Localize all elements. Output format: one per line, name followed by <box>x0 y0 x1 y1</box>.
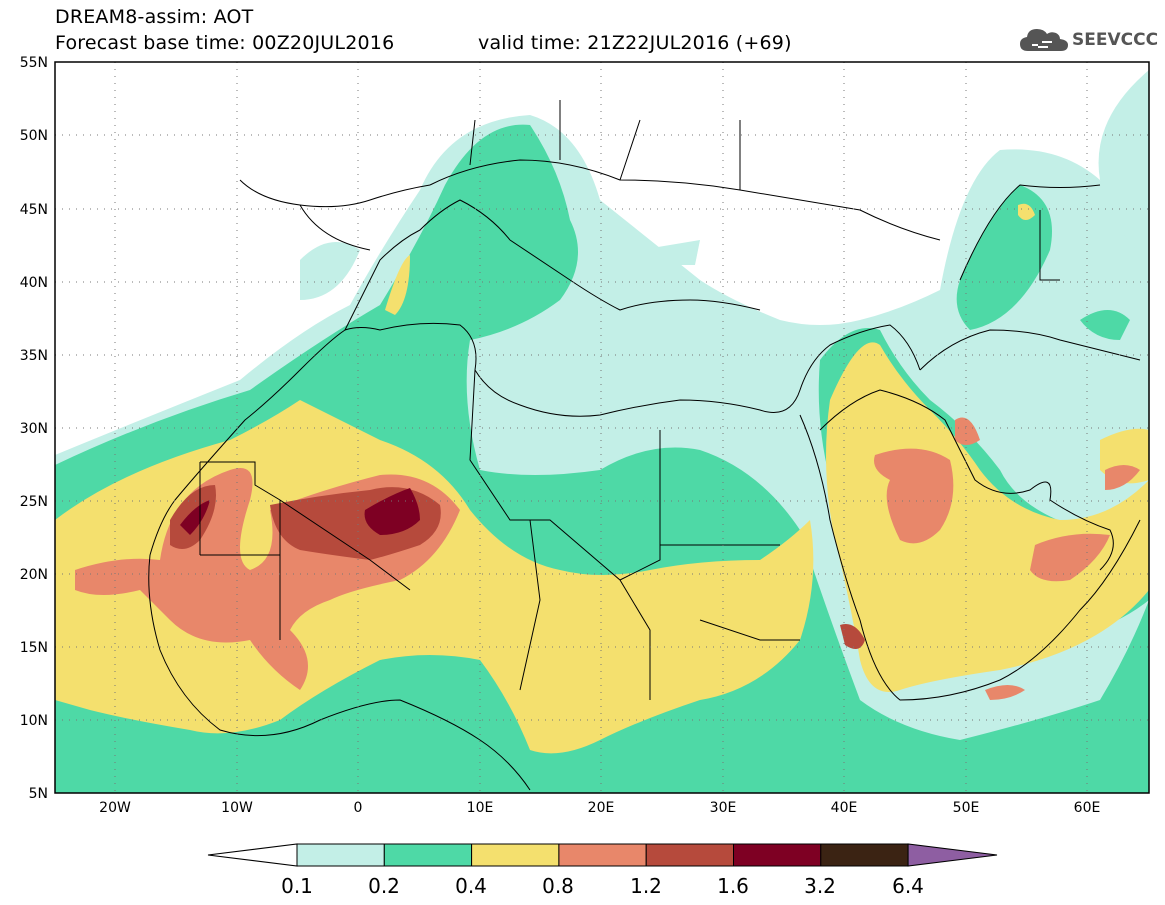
colorbar-label: 0.1 <box>281 874 313 898</box>
lon-label: 0 <box>354 800 363 816</box>
lat-label: 15N <box>20 640 48 656</box>
lon-label: 20E <box>588 800 615 816</box>
colorbar-label: 1.6 <box>717 874 749 898</box>
colorbar-min-arrow <box>207 843 298 867</box>
colorbar-label: 6.4 <box>892 874 924 898</box>
colorbar: 0.1 0.2 0.4 0.8 1.2 1.6 3.2 6.4 <box>207 843 998 898</box>
latitude-labels: 55N 50N 45N 40N 35N 30N 25N 20N 15N 10N … <box>20 55 48 802</box>
lat-label: 40N <box>20 275 48 291</box>
colorbar-swatch <box>820 843 909 867</box>
longitude-labels: 20W 10W 0 10E 20E 30E 40E 50E 60E <box>99 800 1100 816</box>
lat-label: 25N <box>20 494 48 510</box>
colorbar-label: 0.4 <box>455 874 487 898</box>
map-frame <box>54 61 1150 794</box>
lon-label: 20W <box>99 800 131 816</box>
lat-label: 55N <box>20 55 48 71</box>
seevccc-logo: SEEVCCC <box>1018 22 1158 58</box>
lat-label: 5N <box>29 786 48 802</box>
valid-time: valid time: 21Z22JUL2016 (+69) <box>478 32 792 54</box>
coastlines-borders <box>148 100 1141 791</box>
colorbar-swatch <box>471 843 560 867</box>
lat-label: 35N <box>20 348 48 364</box>
colorbar-swatch <box>296 843 385 867</box>
lon-label: 60E <box>1074 800 1101 816</box>
colorbar-label: 1.2 <box>630 874 662 898</box>
lon-label: 30E <box>710 800 737 816</box>
aot-field <box>55 70 1149 793</box>
aot-level-1.6 <box>180 488 420 535</box>
colorbar-swatch <box>558 843 647 867</box>
colorbar-label: 3.2 <box>804 874 836 898</box>
colorbar-swatch <box>645 843 735 867</box>
cloud-icon <box>1020 29 1068 51</box>
lat-label: 30N <box>20 421 48 437</box>
lon-label: 10W <box>221 800 253 816</box>
colorbar-label: 0.2 <box>368 874 400 898</box>
colorbar-label: 0.8 <box>542 874 574 898</box>
lon-label: 10E <box>467 800 494 816</box>
lat-label: 10N <box>20 713 48 729</box>
lon-label: 40E <box>831 800 858 816</box>
logo-text: SEEVCCC <box>1072 30 1159 50</box>
colorbar-max-arrow <box>907 843 998 867</box>
colorbar-swatch <box>383 843 473 867</box>
map-title: DREAM8-assim: AOT <box>55 6 254 28</box>
forecast-base-time: Forecast base time: 00Z20JUL2016 <box>55 32 395 54</box>
lat-label: 45N <box>20 202 48 218</box>
lat-label: 50N <box>20 128 48 144</box>
lon-label: 50E <box>953 800 980 816</box>
colorbar-swatch <box>733 843 822 867</box>
graticule <box>55 62 1149 793</box>
lat-label: 20N <box>20 567 48 583</box>
